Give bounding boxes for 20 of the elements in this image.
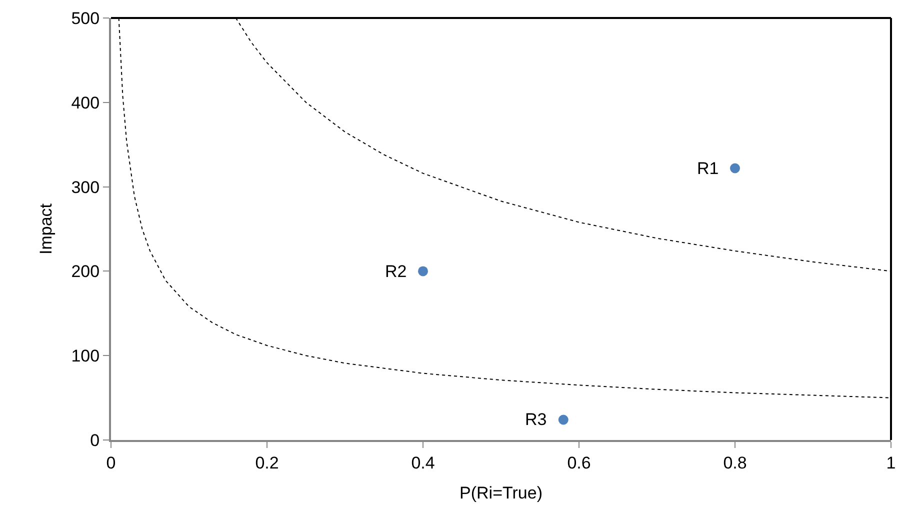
annotation: R3	[525, 410, 547, 429]
annotation: R1	[697, 159, 719, 178]
point	[730, 163, 740, 174]
y-tick-label: 0	[90, 430, 100, 450]
y-tick-label: 100	[71, 346, 100, 366]
y-tick-label: 500	[71, 8, 100, 28]
point	[558, 414, 568, 425]
y-tick-label: 400	[71, 93, 100, 112]
x-tick-label: 0.8	[723, 453, 747, 472]
x-axis-title: P(Ri=True)	[460, 483, 542, 502]
annotation: R2	[385, 262, 407, 281]
y-tick-label: 300	[71, 178, 100, 197]
x-tick-label: 0.6	[567, 453, 591, 472]
y-axis-title: Impact	[36, 203, 56, 255]
x-tick-label: 0.2	[255, 453, 279, 472]
point	[418, 266, 428, 276]
x-tick-label: 0	[106, 453, 116, 472]
x-tick-label: 0.4	[411, 453, 435, 472]
y-tick-label: 200	[71, 262, 100, 282]
x-tick-label: 1	[886, 453, 896, 472]
